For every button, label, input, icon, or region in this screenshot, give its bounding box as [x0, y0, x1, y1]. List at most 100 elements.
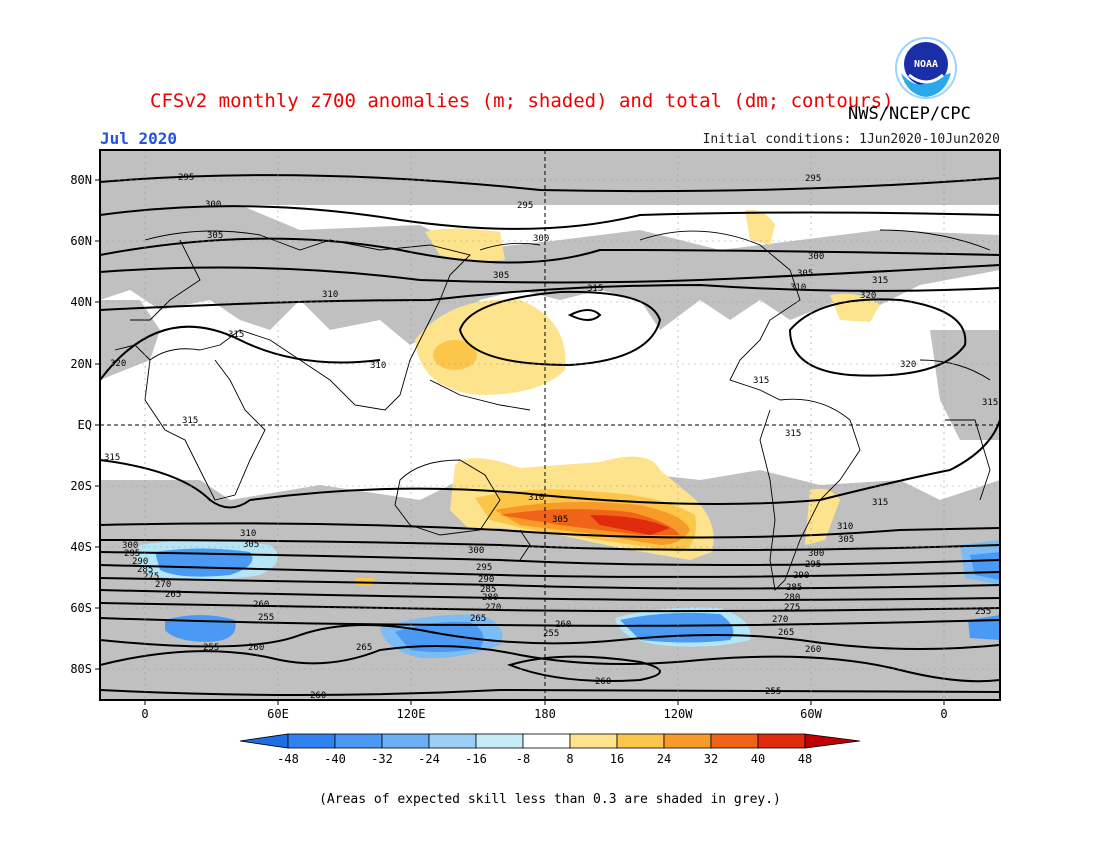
contour-label: 260	[805, 645, 821, 655]
contour-label: 290	[793, 571, 809, 581]
contour-label: 305	[552, 515, 568, 525]
contour-label: 315	[872, 276, 888, 286]
colorbar-box	[663, 733, 712, 749]
contour-label: 275	[143, 572, 159, 582]
contour-label: 285	[786, 583, 802, 593]
colorbar-box	[569, 733, 618, 749]
contour-label: 255	[543, 629, 559, 639]
colorbar-label: 40	[751, 752, 765, 766]
contour-label: 270	[155, 580, 171, 590]
contour-label: 300	[533, 234, 549, 244]
colorbar-box	[710, 733, 759, 749]
contour-label: 300	[808, 252, 824, 262]
contour-label: 275	[784, 603, 800, 613]
lat-label: 40S	[70, 540, 92, 554]
contour-label: 270	[772, 615, 788, 625]
contour-label: 255	[975, 607, 991, 617]
colorbar-label: -16	[465, 752, 487, 766]
contour-label: 260	[253, 600, 269, 610]
colorbar-box	[522, 733, 571, 749]
colorbar-arrow-left	[239, 733, 289, 749]
height-contours	[100, 174, 1000, 696]
longitude-labels: 0 60E 120E 180 120W 60W 0	[141, 707, 947, 721]
contour-label: 280	[784, 593, 800, 603]
contour-label: 320	[860, 291, 876, 301]
coastlines	[114, 229, 991, 591]
contour-label: 310	[837, 522, 853, 532]
contour-label: 315	[228, 330, 244, 340]
contour-label: 315	[872, 498, 888, 508]
contour-label: 295	[805, 174, 821, 184]
contour-label: 260	[310, 691, 326, 701]
contour-label: 315	[587, 284, 603, 294]
contour-label: 315	[182, 416, 198, 426]
contour-label: 255	[765, 687, 781, 697]
contour-label: 295	[476, 563, 492, 573]
lon-label: 60E	[267, 707, 289, 721]
contour-label: 265	[470, 614, 486, 624]
colorbar-box	[287, 733, 336, 749]
contour-label: 300	[808, 549, 824, 559]
lon-label: 120E	[397, 707, 426, 721]
contour-label: 315	[982, 398, 998, 408]
colorbar-arrow-right	[804, 733, 861, 749]
contour-label: 295	[517, 201, 533, 211]
contour-label: 310	[240, 529, 256, 539]
contour-label: 300	[205, 200, 221, 210]
latitude-labels: 80N 60N 40N 20N EQ 20S 40S 60S 80S	[70, 173, 92, 676]
axis-ticks	[95, 179, 945, 705]
contour-label: 310	[370, 361, 386, 371]
contour-label: 320	[900, 360, 916, 370]
lon-label: 60W	[800, 707, 822, 721]
colorbar-label: -8	[516, 752, 530, 766]
lon-label: 120W	[664, 707, 694, 721]
contour-label: 260	[595, 677, 611, 687]
lon-label: 0	[940, 707, 947, 721]
contour-label: 265	[356, 643, 372, 653]
colorbar-label: -40	[324, 752, 346, 766]
noaa-logo-icon: NOAA	[895, 37, 957, 99]
contour-label: 280	[482, 593, 498, 603]
contour-label: 305	[797, 269, 813, 279]
colorbar-label: 16	[610, 752, 624, 766]
svg-text:NOAA: NOAA	[914, 59, 938, 70]
colorbar-box	[381, 733, 430, 749]
colorbar-box	[334, 733, 383, 749]
contour-label: 300	[468, 546, 484, 556]
contour-label: 255	[258, 613, 274, 623]
initial-conditions: Initial conditions: 1Jun2020-10Jun2020	[702, 132, 1000, 147]
lat-label: 40N	[70, 295, 92, 309]
colorbar-label: 32	[704, 752, 718, 766]
forecast-month: Jul 2020	[100, 129, 178, 148]
contour-label: 295	[805, 560, 821, 570]
contour-label: 315	[104, 453, 120, 463]
contour-label: 305	[243, 540, 259, 550]
lat-label: 20N	[70, 357, 92, 371]
lat-label: 20S	[70, 479, 92, 493]
contour-label: 305	[207, 231, 223, 241]
contour-label: 260	[248, 643, 264, 653]
contour-label: 315	[785, 429, 801, 439]
contour-label: 265	[165, 590, 181, 600]
contour-label: 255	[203, 643, 219, 653]
contour-label: 310	[528, 493, 544, 503]
colorbar-label: -32	[371, 752, 393, 766]
colorbar-box	[757, 733, 806, 749]
map-title: CFSv2 monthly z700 anomalies (m; shaded)…	[150, 90, 894, 112]
colorbar-box	[475, 733, 524, 749]
colorbar-label: 8	[566, 752, 573, 766]
contour-labels: 295 300 305 310 315 320 310 315 315 295 …	[104, 173, 998, 701]
colorbar-label: -24	[418, 752, 440, 766]
lat-label: 80S	[70, 662, 92, 676]
contour-label: 285	[480, 585, 496, 595]
colorbar-label: 24	[657, 752, 671, 766]
contour-label: 315	[753, 376, 769, 386]
grid-lines	[100, 150, 1000, 700]
contour-label: 265	[778, 628, 794, 638]
contour-label: 295	[124, 549, 140, 559]
lon-label: 180	[534, 707, 556, 721]
lat-label: EQ	[78, 418, 92, 432]
contour-label: 310	[322, 290, 338, 300]
contour-label: 260	[555, 620, 571, 630]
